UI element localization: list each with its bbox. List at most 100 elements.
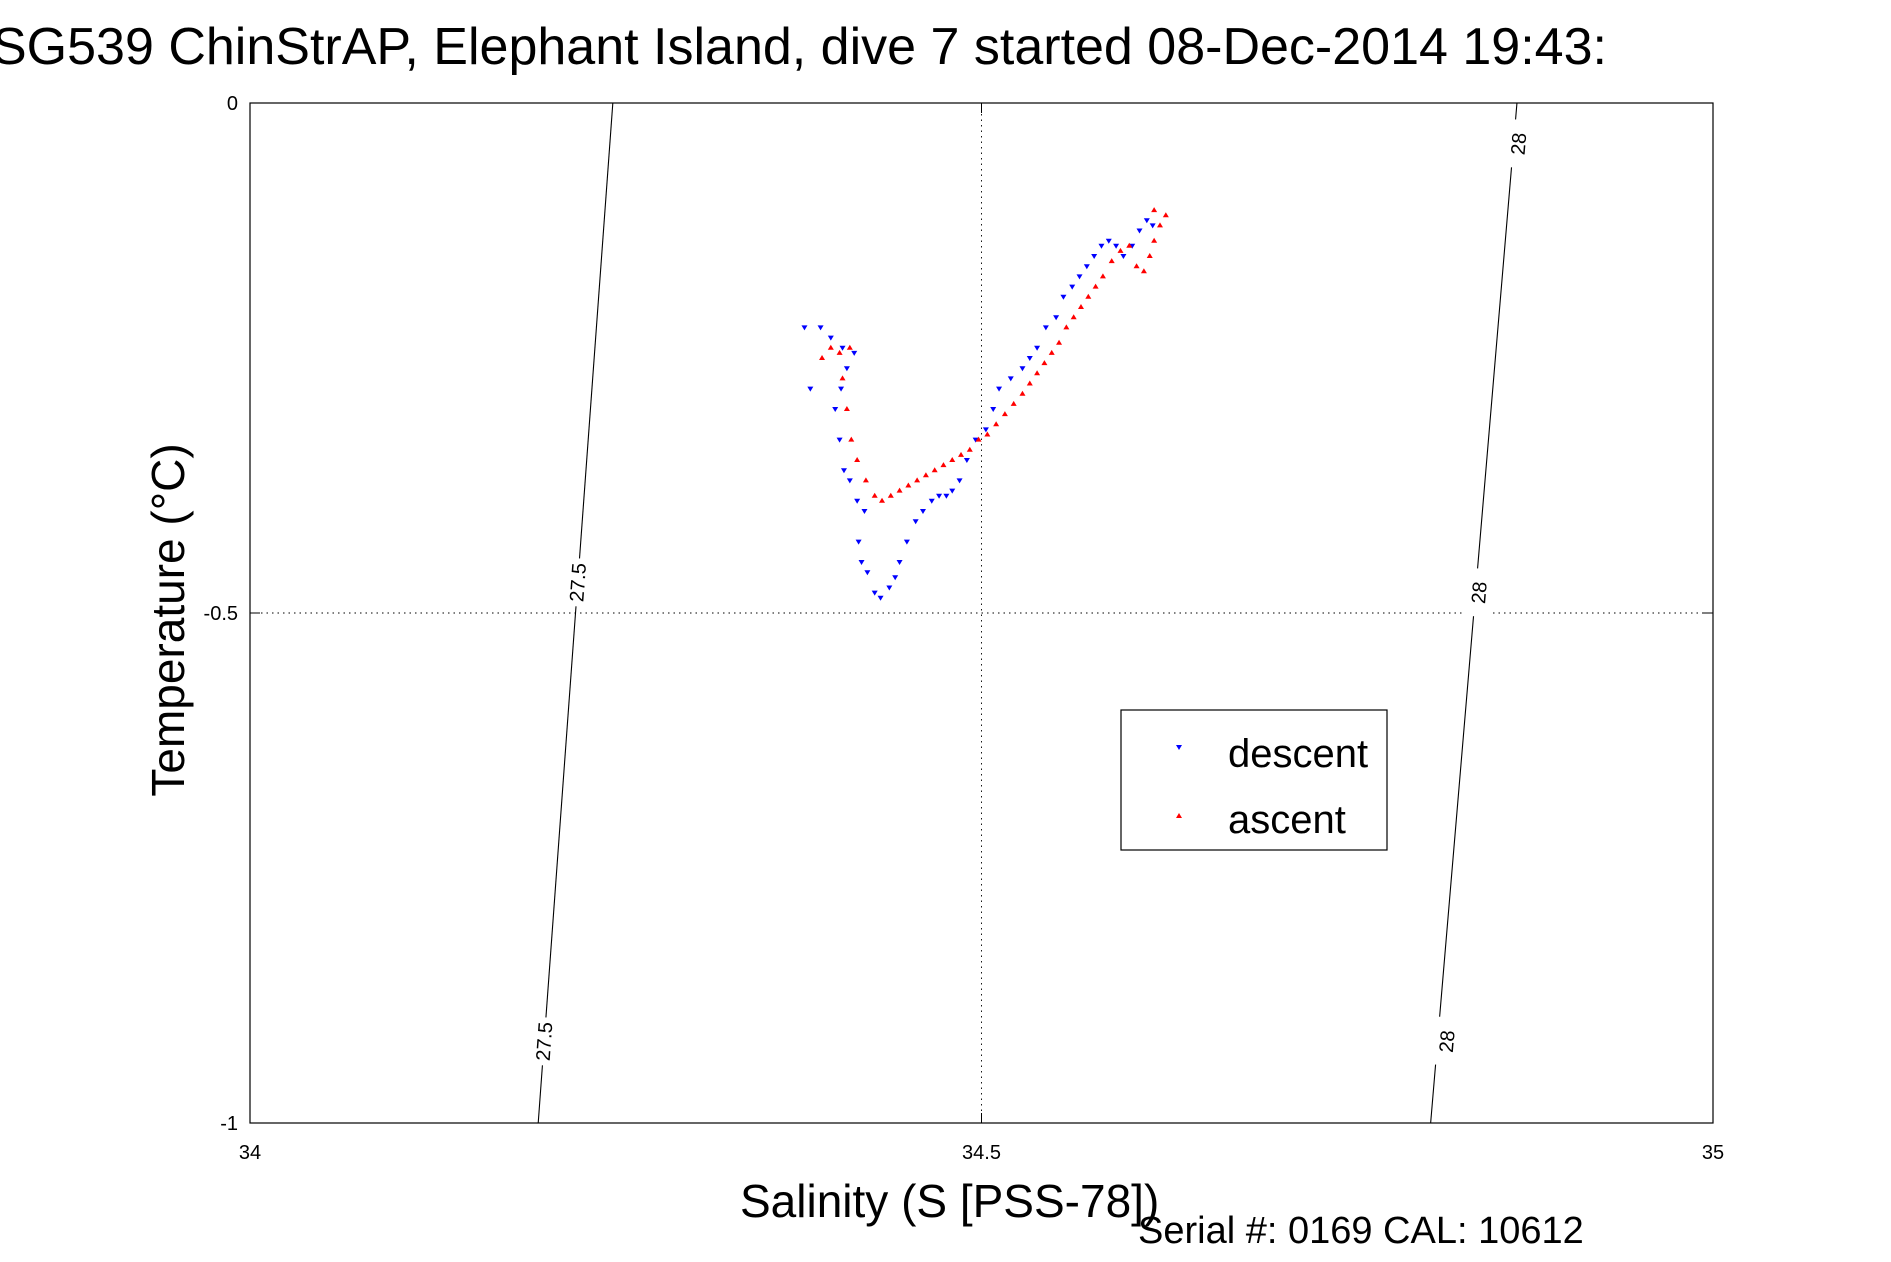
ascent-point-37 — [1099, 273, 1106, 279]
ascent-point-46 — [1162, 212, 1169, 218]
ascent-point-26 — [1019, 390, 1026, 396]
descent-point-31 — [972, 437, 979, 443]
descent-point-43 — [1076, 274, 1083, 280]
ascent-point-44 — [1151, 237, 1158, 243]
descent-point-53 — [1149, 223, 1156, 229]
isopycnal-label-1-1: 28 — [1468, 581, 1492, 605]
descent-point-3 — [827, 335, 834, 341]
ascent-point-1 — [827, 344, 834, 350]
ascent-point-4 — [839, 375, 846, 381]
ascent-point-43 — [1146, 253, 1153, 258]
descent-point-44 — [1083, 264, 1090, 270]
chart-title: SG539 ChinStrAP, Elephant Island, dive 7… — [0, 18, 1607, 76]
isopycnal-label-0-0: 27.5 — [566, 562, 591, 602]
ascent-point-45 — [1156, 222, 1163, 228]
descent-point-24 — [919, 509, 926, 514]
descent-point-48 — [1113, 243, 1120, 249]
series-ascent — [819, 207, 1169, 503]
isopycnal-label-bg-1-0 — [1503, 118, 1534, 169]
descent-point-25 — [928, 498, 935, 504]
descent-point-20 — [892, 575, 899, 581]
y-axis-label: Temperature (°C) — [142, 443, 194, 796]
descent-point-36 — [1019, 366, 1026, 372]
descent-point-4 — [839, 345, 846, 351]
series-descent — [801, 218, 1156, 601]
descent-point-12 — [854, 498, 861, 504]
ascent-point-13 — [905, 482, 912, 488]
ascent-point-31 — [1056, 339, 1063, 345]
ascent-point-23 — [993, 421, 1000, 427]
descent-point-6 — [843, 366, 850, 372]
ascent-point-35 — [1085, 293, 1092, 299]
ascent-point-15 — [922, 472, 929, 478]
isopycnal-label-1-0: 28 — [1508, 132, 1532, 156]
ascent-point-9 — [871, 492, 878, 498]
ascent-point-17 — [940, 462, 947, 468]
ascent-point-29 — [1041, 360, 1048, 366]
descent-point-22 — [903, 539, 910, 545]
descent-point-34 — [996, 386, 1003, 392]
ascent-point-11 — [887, 492, 894, 498]
isopycnal-label-bg-1-1 — [1463, 567, 1494, 618]
ascent-point-27 — [1026, 380, 1033, 386]
ascent-point-47 — [1151, 207, 1158, 213]
ascent-point-36 — [1092, 283, 1099, 289]
descent-point-9 — [836, 437, 843, 443]
isopycnal-label-bg-1-2 — [1431, 1016, 1462, 1067]
descent-point-38 — [1034, 345, 1041, 351]
ascent-point-42 — [1140, 268, 1147, 274]
ascent-point-21 — [975, 436, 982, 442]
descent-point-40 — [1053, 315, 1060, 321]
x-axis-label: Salinity (S [PSS-78]) — [740, 1175, 1159, 1227]
descent-point-30 — [963, 458, 970, 463]
y-tick-label-0: 0 — [227, 93, 238, 115]
ascent-point-3 — [846, 344, 853, 350]
ascent-point-8 — [862, 477, 869, 483]
ascent-point-7 — [854, 457, 861, 462]
isopycnal-label-bg-0-0 — [562, 557, 593, 608]
descent-point-17 — [871, 590, 878, 596]
descent-point-26 — [936, 493, 943, 499]
descent-point-16 — [864, 570, 871, 576]
descent-point-51 — [1136, 228, 1143, 234]
descent-point-52 — [1143, 218, 1150, 224]
ascent-point-24 — [1001, 411, 1008, 417]
descent-point-14 — [855, 539, 862, 545]
ascent-point-16 — [931, 467, 938, 473]
legend-box — [1120, 709, 1388, 851]
ascent-point-22 — [984, 431, 991, 437]
descent-point-50 — [1129, 243, 1136, 249]
ascent-point-12 — [896, 487, 903, 493]
y-tick-label-2: -1 — [220, 1113, 238, 1135]
axis-ticks: 34 34.5 35 0 -0.5 -1 — [204, 93, 1725, 1164]
descent-point-13 — [861, 509, 868, 514]
descent-point-47 — [1105, 238, 1112, 244]
legend-marker-descent — [1176, 745, 1182, 750]
descent-point-37 — [1026, 356, 1033, 361]
descent-point-8 — [832, 407, 839, 412]
descent-point-33 — [990, 407, 997, 412]
descent-point-7 — [838, 386, 845, 392]
series-layer — [801, 207, 1169, 601]
descent-point-1 — [801, 325, 808, 331]
ascent-point-10 — [879, 497, 886, 503]
isopycnal-line-0 — [537, 102, 614, 1124]
ascent-point-19 — [958, 451, 965, 457]
isopycnal-contours: 27.5 27.5 28 28 28 — [529, 102, 1534, 1124]
ascent-point-33 — [1070, 314, 1077, 320]
descent-point-39 — [1042, 325, 1049, 331]
ascent-point-0 — [819, 355, 826, 360]
x-tick-label-0: 34 — [239, 1142, 261, 1164]
ascent-point-39 — [1117, 247, 1124, 253]
ascent-point-41 — [1133, 263, 1140, 269]
isopycnal-label-1-2: 28 — [1436, 1029, 1460, 1053]
descent-point-46 — [1098, 243, 1105, 249]
ascent-point-34 — [1077, 304, 1084, 309]
descent-point-41 — [1060, 294, 1067, 300]
ascent-point-28 — [1034, 370, 1041, 376]
legend-marker-ascent — [1176, 813, 1182, 818]
descent-point-19 — [886, 585, 893, 591]
descent-point-35 — [1007, 376, 1014, 382]
ascent-point-25 — [1010, 400, 1017, 406]
